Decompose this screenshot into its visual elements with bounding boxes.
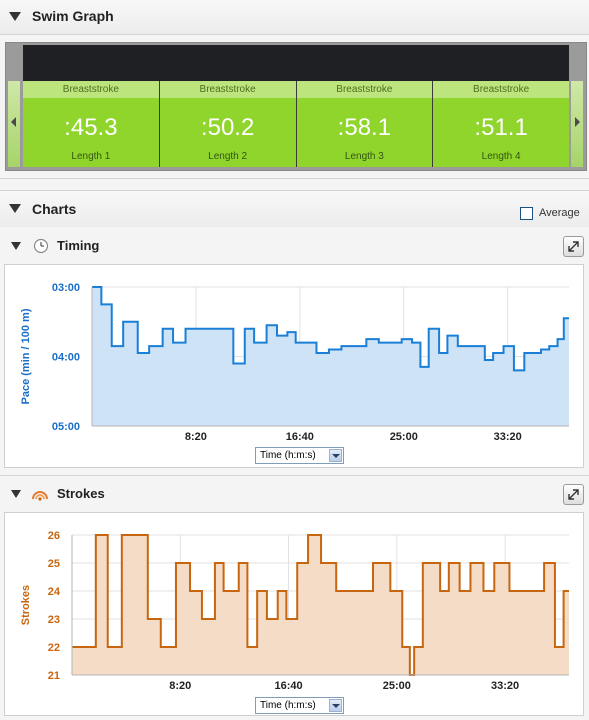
y-tick-label: 22 [48, 642, 60, 654]
arrow-left-icon [11, 117, 16, 127]
expand-timing-button[interactable] [563, 236, 584, 257]
y-axis-title: Strokes [20, 585, 32, 625]
series-line [92, 286, 569, 372]
series-area [72, 535, 569, 675]
length-label: Length 2 [208, 151, 248, 162]
length-time: :50.2 [200, 114, 255, 141]
scroll-right-button[interactable] [571, 81, 583, 167]
length-time: :58.1 [337, 114, 392, 141]
swim-graph-panel: Breaststroke :45.3 Length 1 Breaststroke… [5, 42, 587, 171]
y-tick-label: 05:00 [52, 421, 80, 433]
dropdown-arrow-icon [329, 449, 342, 462]
timing-x-axis-select[interactable]: Time (h:m:s) [255, 447, 344, 464]
average-label: Average [539, 207, 580, 219]
charts-header: Charts Average [0, 191, 589, 227]
x-tick-label: 25:00 [390, 431, 418, 443]
x-tick-label: 25:00 [383, 680, 411, 692]
divider [0, 475, 589, 476]
series-area [92, 287, 569, 426]
length-stroke: Breaststroke [23, 81, 159, 98]
divider [0, 34, 589, 35]
length-label: Length 1 [71, 151, 111, 162]
x-tick-label: 16:40 [274, 680, 302, 692]
collapse-triangle-icon[interactable] [11, 490, 21, 498]
timing-chart: 03:00 04:00 05:00 8:20 16:40 25:00 33:20 Pace (… [20, 282, 569, 443]
y-tick-label: 21 [48, 670, 60, 682]
x-tick-label: 33:20 [494, 431, 522, 443]
strokes-x-axis-select[interactable]: Time (h:m:s) [255, 697, 344, 714]
length-time: :45.3 [64, 114, 118, 141]
collapse-triangle-icon[interactable] [9, 12, 21, 21]
length-stroke: Breaststroke [296, 81, 433, 98]
x-tick-label: 33:20 [491, 680, 519, 692]
length-card[interactable]: Breaststroke :50.2 Length 2 [159, 81, 297, 167]
timing-header: Timing [0, 231, 589, 261]
clock-icon [33, 238, 49, 254]
length-stroke: Breaststroke [159, 81, 296, 98]
scroll-left-button[interactable] [8, 81, 20, 167]
strokes-chart: 21 22 23 24 25 26 8:20 16:40 25:00 33:20 Strokes [20, 530, 569, 692]
expand-icon [568, 241, 579, 252]
expand-strokes-button[interactable] [563, 484, 584, 505]
divider [0, 190, 589, 191]
timing-x-axis-select-value: Time (h:m:s) [260, 450, 316, 461]
collapse-triangle-icon[interactable] [11, 242, 21, 250]
y-tick-label: 23 [48, 614, 60, 626]
expand-icon [568, 489, 579, 500]
y-axis-title: Pace (min / 100 m) [20, 308, 32, 404]
x-tick-label: 16:40 [286, 431, 314, 443]
length-card[interactable]: Breaststroke :45.3 Length 1 [23, 81, 160, 167]
strokes-chart-panel: 21 22 23 24 25 26 8:20 16:40 25:00 33:20 Strokes T… [4, 512, 584, 716]
length-list: Breaststroke :45.3 Length 1 Breaststroke… [23, 81, 569, 167]
length-card[interactable]: Breaststroke :58.1 Length 3 [296, 81, 434, 167]
length-time: :51.1 [474, 114, 528, 141]
strokes-x-axis-select-value: Time (h:m:s) [260, 700, 316, 711]
charts-title: Charts [32, 201, 77, 217]
timing-chart-panel: 03:00 04:00 05:00 8:20 16:40 25:00 33:20 Pace (… [4, 264, 584, 468]
length-label: Length 3 [344, 151, 384, 162]
strokes-icon [32, 491, 48, 501]
length-card[interactable]: Breaststroke :51.1 Length 4 [433, 81, 569, 167]
series-line [72, 534, 569, 676]
length-stroke: Breaststroke [433, 81, 569, 98]
divider [0, 178, 589, 179]
arrow-right-icon [575, 117, 580, 127]
swim-graph-header-bar [23, 45, 569, 81]
y-tick-label: 26 [48, 530, 60, 542]
y-tick-label: 03:00 [52, 282, 80, 294]
average-checkbox[interactable] [520, 207, 533, 220]
collapse-triangle-icon[interactable] [9, 204, 21, 213]
strokes-header: Strokes [0, 479, 589, 509]
x-tick-label: 8:20 [169, 680, 191, 692]
length-label: Length 4 [481, 151, 521, 162]
strokes-title: Strokes [57, 486, 105, 501]
y-tick-label: 04:00 [52, 352, 80, 364]
dropdown-arrow-icon [329, 699, 342, 712]
x-tick-label: 8:20 [185, 431, 207, 443]
swim-graph-title: Swim Graph [32, 8, 114, 24]
y-tick-label: 25 [48, 558, 60, 570]
swim-graph-header: Swim Graph [0, 0, 589, 34]
y-tick-label: 24 [48, 586, 61, 598]
timing-title: Timing [57, 238, 100, 253]
